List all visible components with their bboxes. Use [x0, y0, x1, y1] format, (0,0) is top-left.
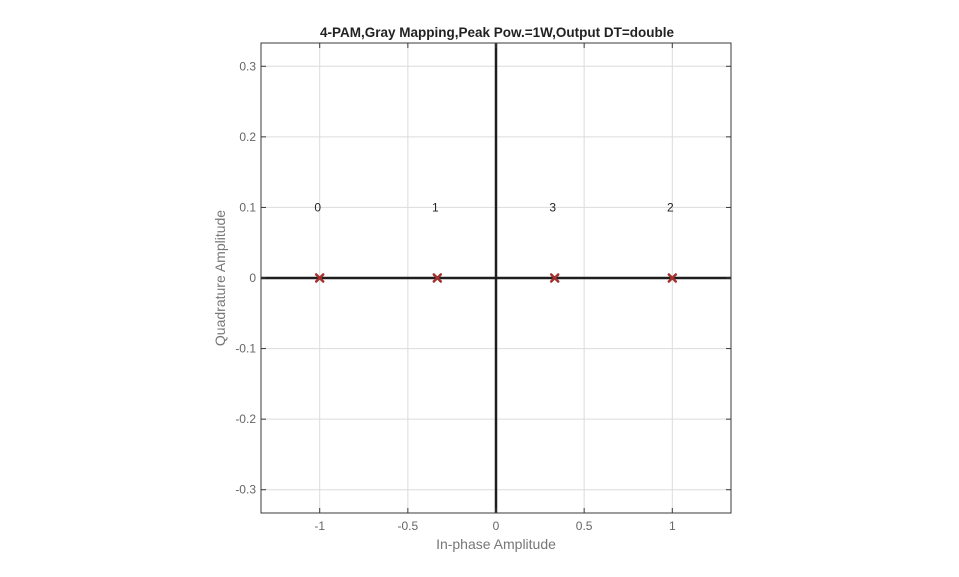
- x-tick-label: -0.5: [398, 519, 419, 533]
- x-tick-label: 0.5: [576, 519, 593, 533]
- y-tick-label: 0.2: [239, 130, 256, 144]
- zero-axes: [261, 43, 731, 513]
- x-axis-label: In-phase Amplitude: [436, 536, 556, 552]
- symbol-label: 1: [432, 200, 439, 214]
- y-tick-labels: -0.3 -0.2 -0.1 0 0.1 0.2 0.3: [235, 59, 256, 496]
- y-tick-label: 0.3: [239, 59, 256, 73]
- x-tick-labels: -1 -0.5 0 0.5 1: [314, 519, 676, 533]
- constellation-point-marker: [667, 273, 678, 283]
- constellation-point-marker: [432, 273, 443, 283]
- constellation-points: [314, 273, 678, 283]
- marker-stroke: [667, 273, 678, 283]
- y-tick-label: 0: [249, 271, 256, 285]
- x-tick-label: -1: [314, 519, 325, 533]
- symbol-label: 3: [549, 200, 556, 214]
- y-tick-label: 0.1: [239, 200, 256, 214]
- x-tick-label: 1: [669, 519, 676, 533]
- y-tick-label: -0.2: [235, 412, 256, 426]
- symbol-label: 2: [667, 200, 674, 214]
- tick-marks: [261, 43, 731, 513]
- chart-title: 4-PAM,Gray Mapping,Peak Pow.=1W,Output D…: [320, 25, 675, 40]
- marker-stroke: [432, 273, 443, 283]
- y-tick-label: -0.3: [235, 483, 256, 497]
- y-axis-label: Quadrature Amplitude: [212, 210, 228, 346]
- y-tick-label: -0.1: [235, 342, 256, 356]
- marker-stroke: [549, 273, 560, 283]
- constellation-point-marker: [314, 273, 325, 283]
- marker-stroke: [314, 273, 325, 283]
- symbol-label: 0: [314, 200, 321, 214]
- x-tick-label: 0: [493, 519, 500, 533]
- constellation-point-marker: [549, 273, 560, 283]
- symbol-labels: 0 1 3 2: [314, 200, 674, 214]
